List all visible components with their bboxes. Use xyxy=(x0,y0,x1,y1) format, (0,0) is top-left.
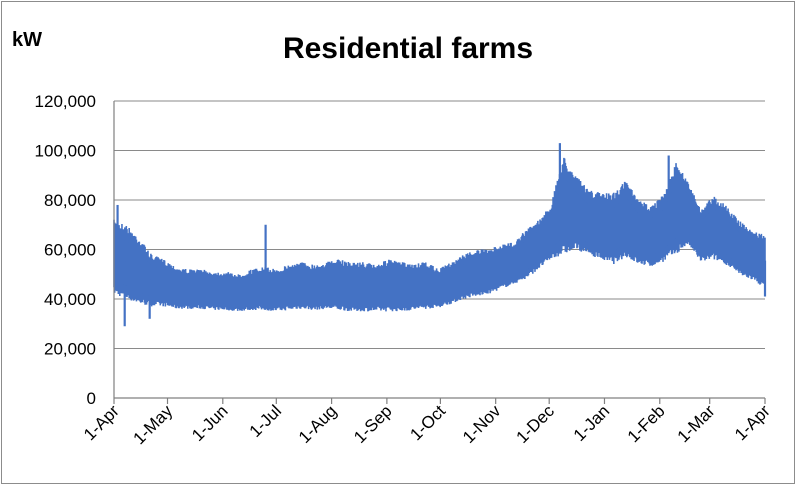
chart-title: Residential farms xyxy=(283,32,533,65)
x-tick-label: 1-Aug xyxy=(295,401,341,447)
x-tick-label: 1-Nov xyxy=(459,401,505,447)
x-tick-label: 1-Apr xyxy=(731,401,774,444)
y-axis-unit-label: kW xyxy=(12,29,42,51)
x-tick-labels: 1-Apr 1-May 1-Jun 1-Jul 1-Aug 1-Sep 1-Oct 1-Nov… xyxy=(80,401,774,448)
axis-layer xyxy=(113,101,766,404)
x-tick-label: 1-Dec xyxy=(513,401,559,447)
x-tick-label: 1-Mar xyxy=(674,401,719,446)
x-tick-label: 1-Jul xyxy=(246,401,285,440)
series-core xyxy=(114,178,765,305)
y-tick-labels: 0 20,000 40,000 60,000 80,000 100,000 120,000 xyxy=(35,92,96,408)
x-tick-label: 1-Sep xyxy=(350,401,396,447)
x-tick-label: 1-May xyxy=(130,401,177,448)
x-tick-label: 1-Jan xyxy=(570,401,614,445)
y-tick-label: 20,000 xyxy=(44,340,96,359)
y-tick-label: 120,000 xyxy=(35,92,96,111)
y-tick-label: 0 xyxy=(87,389,96,408)
y-tick-label: 100,000 xyxy=(35,142,96,161)
x-tick-label: 1-Feb xyxy=(624,401,669,446)
y-tick-label: 80,000 xyxy=(44,191,96,210)
x-tick-label: 1-Jun xyxy=(188,401,232,445)
y-tick-label: 40,000 xyxy=(44,290,96,309)
y-tick-label: 60,000 xyxy=(44,241,96,260)
x-tick-label: 1-Oct xyxy=(406,401,449,444)
